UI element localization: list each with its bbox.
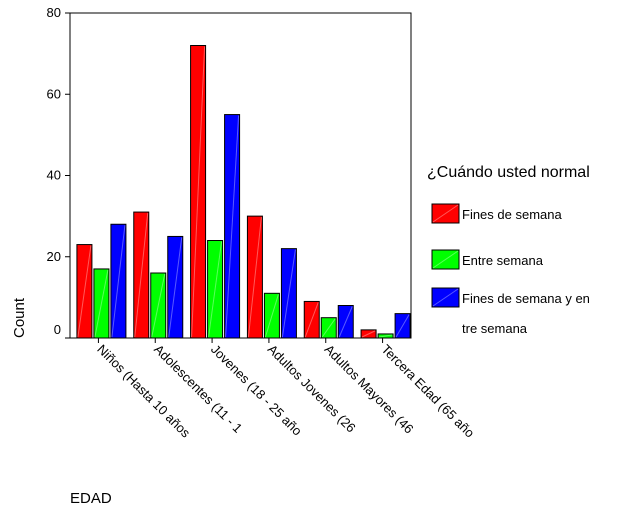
bar [246,215,263,339]
legend-swatch [431,287,460,308]
bar [93,268,110,339]
bar [76,244,93,339]
bar [280,248,297,339]
bar-hatch [379,334,393,338]
legend-label: Entre semana [462,253,544,268]
legend: ¿Cuándo usted normal Fines de semana Entr… [427,164,590,336]
bar-hatch [247,217,262,338]
bar-hatch [151,273,166,338]
bar [360,329,377,339]
bar-hatch [77,245,92,338]
legend-swatch-hatch [432,288,459,307]
bar-hatch [111,225,126,338]
bar [133,211,150,339]
bar [394,313,411,339]
bar [320,317,337,339]
bar [167,235,184,339]
bars [76,45,411,339]
y-axis-title: Count [11,297,28,338]
legend-swatch-hatch [432,204,459,223]
bar [337,305,354,339]
y-axis-ticks: 0 20 40 60 80 [47,5,70,339]
legend-label: Fines de semana [462,207,562,222]
bar [207,240,224,339]
x-tick-label: Tercera Edad (65 año [378,342,477,441]
bar-hatch [304,302,319,338]
bar-hatch [395,314,410,338]
bar [190,45,207,339]
legend-swatch [431,249,460,270]
bar-hatch [225,115,240,338]
bar [110,223,127,339]
bar [150,272,167,339]
bar-hatch [281,249,296,338]
legend-title: ¿Cuándo usted normal [427,164,590,181]
legend-label: Fines de semana y en [462,291,590,306]
bar-hatch [361,330,376,338]
x-tick-label: Niños (Hasta 10 años [94,342,193,441]
legend-label: tre semana [462,321,528,336]
bar-hatch [321,318,336,338]
y-tick-label: 20 [47,249,61,264]
bar-hatch [191,46,206,338]
bar [224,114,241,339]
y-tick-label: 40 [47,168,61,183]
y-tick-label: 0 [54,322,61,337]
y-tick-label: 60 [47,86,61,101]
bar-hatch [264,294,279,338]
legend-swatch-hatch [432,250,459,269]
y-tick-label: 80 [47,5,61,20]
x-axis-title: EDAD [70,490,112,507]
bar [263,292,280,339]
bar [303,300,320,339]
bar-hatch [208,241,223,338]
legend-swatch [431,203,460,224]
bar [377,333,394,339]
bar-hatch [94,269,109,338]
bar-hatch [168,237,183,338]
bar-hatch [134,213,149,338]
bar-hatch [338,306,353,338]
